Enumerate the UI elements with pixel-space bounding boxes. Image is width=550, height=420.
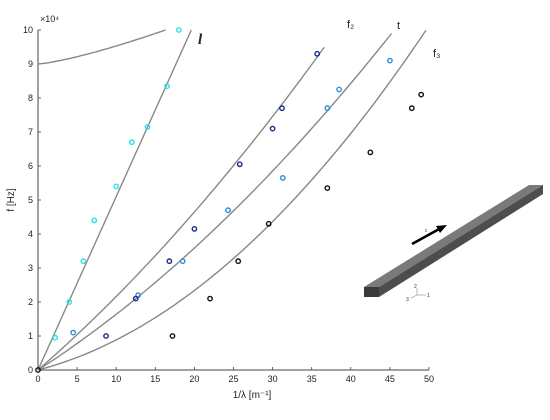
data-point-f2: [191, 225, 198, 232]
data-point-f2: [132, 295, 139, 302]
fit-curve-l-upper: [37, 29, 166, 65]
x-tick-label: 20: [189, 374, 199, 384]
data-point-l: [164, 83, 170, 90]
beam-top-face: [364, 185, 543, 287]
x-tick-label: 0: [35, 374, 40, 384]
data-point-l: [175, 27, 182, 33]
y-tick-label: 7: [28, 127, 33, 137]
x-tick-label: 25: [228, 374, 238, 384]
fit-curve-f3: [37, 30, 427, 371]
y-axis-label: f [Hz]: [6, 188, 17, 212]
data-point-f3: [35, 367, 41, 373]
beam-side-face: [379, 185, 543, 297]
data-point-f3: [408, 105, 415, 112]
fit-curve-f2: [37, 46, 325, 371]
data-point-f2: [314, 50, 321, 57]
data-point-t: [225, 207, 231, 214]
y-tick-label: 1: [28, 331, 33, 341]
data-point-l: [80, 258, 87, 265]
force-label: c: [425, 228, 428, 234]
x-tick-label: 10: [111, 374, 121, 384]
data-point-l: [144, 124, 151, 130]
data-point-f2: [236, 161, 243, 168]
x-tick-label: 15: [150, 374, 160, 384]
x-tick-label: 40: [346, 374, 356, 384]
curve-label-f3: f₃: [433, 48, 441, 60]
data-point-f2: [103, 333, 109, 339]
axis-3-line: [410, 294, 418, 299]
axis-1-label: 1: [427, 293, 430, 299]
x-tick-label: 5: [75, 374, 80, 384]
curve-label-f2: f₂: [347, 19, 354, 31]
y-tick-label: 3: [28, 263, 33, 273]
beam-illustration: c 1 2 3: [364, 185, 543, 303]
fit-curve-l: [37, 29, 192, 371]
force-arrow: [411, 226, 442, 246]
x-axis-label: 1/λ [m⁻¹]: [233, 390, 272, 401]
data-point-f3: [324, 185, 331, 192]
data-point-t: [336, 86, 342, 93]
data-point-t: [179, 258, 186, 265]
y-tick-label: 6: [28, 161, 33, 171]
y-tick-label: 0: [28, 365, 33, 375]
data-point-f3: [367, 149, 374, 156]
data-point-f3: [207, 295, 213, 302]
curve-label-l: l: [198, 32, 203, 48]
data-point-f3: [235, 258, 242, 265]
data-point-f3: [418, 91, 425, 98]
data-point-l: [52, 334, 59, 341]
y-tick-label: 10: [23, 25, 33, 35]
beam-front-face: [364, 287, 379, 297]
y-tick-label: 9: [28, 59, 33, 69]
y-tick-label: 4: [28, 229, 33, 239]
axis-2-label: 2: [414, 284, 417, 290]
y-tick-label: 5: [28, 195, 33, 205]
data-point-t: [386, 57, 393, 64]
curve-label-t: t: [397, 20, 400, 32]
data-point-l: [91, 217, 98, 224]
x-tick-label: 30: [268, 374, 278, 384]
data-point-t: [70, 329, 77, 336]
data-point-t: [279, 174, 286, 181]
axis-3-label: 3: [406, 297, 409, 303]
data-point-l: [128, 139, 135, 146]
data-point-f3: [169, 333, 176, 339]
y-tick-label: 8: [28, 93, 33, 103]
data-point-l: [113, 183, 120, 190]
x-tick-label: 35: [307, 374, 317, 384]
fit-curve-t: [37, 33, 393, 371]
data-point-f3: [265, 220, 272, 227]
data-point-f2: [269, 125, 276, 132]
x-tick-label: 45: [385, 374, 395, 384]
x-tick-label: 50: [424, 374, 434, 384]
force-arrow-head: [436, 225, 447, 233]
data-point-f2: [166, 258, 173, 265]
y-tick-label: 2: [28, 297, 33, 307]
data-point-t: [324, 105, 331, 112]
y-exponent-label: ×10⁴: [40, 14, 59, 24]
data-point-l: [66, 299, 73, 305]
data-point-f2: [279, 105, 285, 112]
